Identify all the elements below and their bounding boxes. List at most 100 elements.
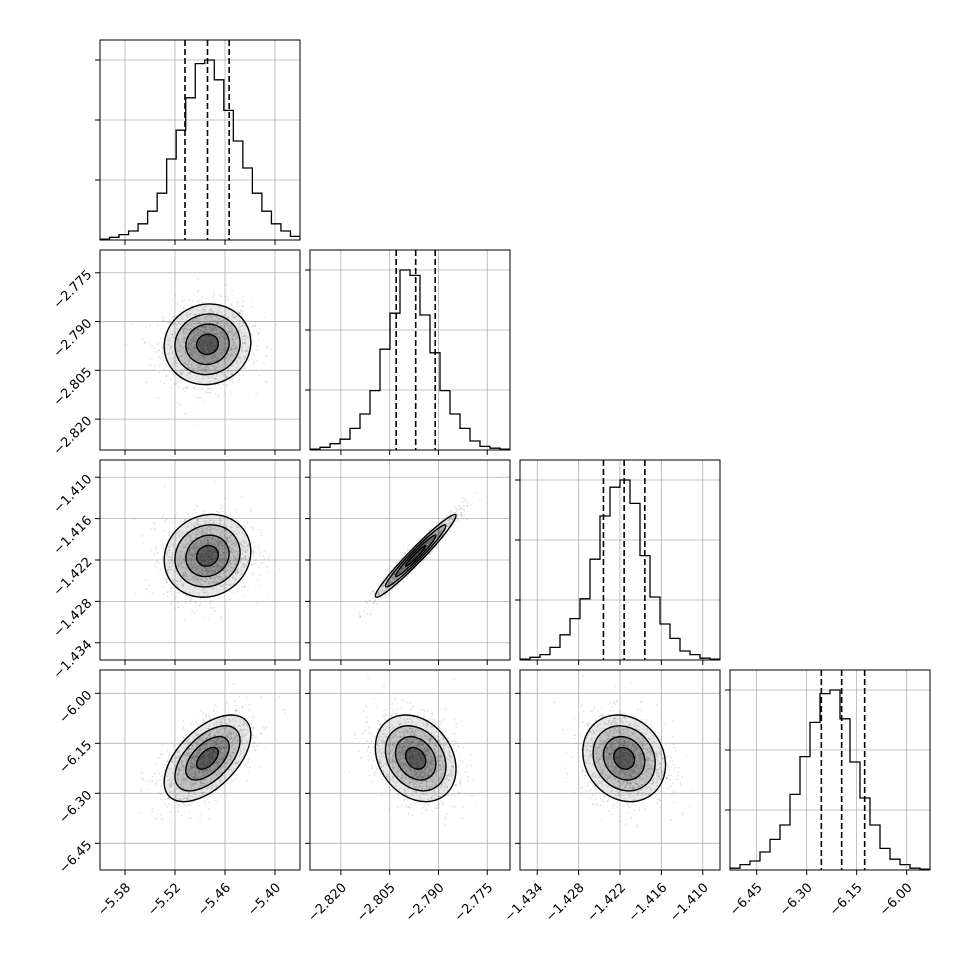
scatter-point [429,540,432,542]
scatter-point [427,541,430,544]
scatter-point [195,337,198,339]
scatter-point [221,341,223,344]
scatter-point [437,532,440,535]
scatter-point [411,558,414,561]
scatter-point [190,599,192,602]
scatter-point [230,566,233,569]
scatter-point [169,590,171,593]
scatter-point [265,566,268,568]
scatter-point [215,373,218,376]
scatter-point [436,534,439,537]
scatter-point [224,559,227,562]
scatter-point [213,522,216,525]
scatter-point [154,548,157,551]
scatter-point [226,536,229,539]
scatter-point [180,344,182,347]
scatter-point [206,315,208,318]
scatter-point [220,559,223,562]
scatter-point [189,328,192,331]
scatter-point [236,533,239,535]
scatter-point [196,321,199,324]
scatter-point [208,566,211,569]
scatter-point [238,372,241,375]
scatter-point [216,332,219,335]
scatter-point [195,531,198,534]
scatter-point [150,549,152,552]
scatter-point [198,530,201,533]
scatter-point [179,363,181,366]
scatter-point [404,566,407,569]
scatter-point [170,386,173,389]
scatter-point [193,387,196,389]
panel-content [100,460,300,660]
scatter-point [221,542,224,545]
scatter-point [199,581,202,584]
scatter-point [232,576,235,579]
scatter-point [242,335,245,338]
scatter-point [225,559,228,562]
scatter-point [381,588,384,591]
scatter-point [194,577,197,580]
scatter-point [206,541,209,543]
scatter-point [228,598,231,601]
scatter-point [228,572,231,575]
scatter-point [218,575,220,578]
scatter-point [206,572,209,574]
scatter-point [181,550,184,553]
scatter-point [426,541,429,544]
scatter-point [206,538,209,541]
scatter-point [209,570,212,573]
scatter-point [435,531,437,534]
scatter-point [198,565,200,567]
scatter-point [227,321,229,323]
contour-line [163,513,252,598]
scatter-point [172,364,175,367]
scatter-point [209,550,212,553]
scatter-point [231,290,234,292]
scatter-point [197,528,199,530]
scatter-point [175,361,178,364]
scatter-point [387,583,390,586]
scatter-point [189,342,192,345]
scatter-point [148,788,150,791]
scatter-point [193,351,196,354]
scatter-point [204,321,207,324]
scatter-point [198,342,201,344]
scatter-point [196,388,199,391]
scatter-point [220,543,223,546]
scatter-point [211,569,213,572]
scatter-point [441,518,444,521]
scatter-point [400,570,403,573]
scatter-point [171,560,173,563]
scatter-point [229,559,231,562]
scatter-point [198,313,201,315]
scatter-point [174,369,177,371]
scatter-point [233,332,235,335]
scatter-point [210,335,213,338]
scatter-point [172,315,175,318]
scatter-point [215,539,218,542]
scatter-point [208,346,211,349]
scatter-point [425,543,428,546]
scatter-point [224,576,227,579]
scatter-point [236,707,239,710]
scatter-point [210,558,213,561]
scatter-point [208,817,211,820]
scatter-point [437,533,440,535]
scatter-point [212,543,215,546]
scatter-point [210,388,213,390]
scatter-point [216,342,219,344]
scatter-point [239,311,242,314]
scatter-point [210,528,212,531]
scatter-point [220,325,223,328]
scatter-point [213,704,216,706]
scatter-point [227,331,229,333]
scatter-point [252,734,255,737]
scatter-point [206,573,209,575]
scatter-point [193,336,195,338]
scatter-point [189,557,192,560]
scatter-point [449,521,452,524]
scatter-point [402,568,405,570]
scatter-point [204,349,206,352]
contour-line [185,534,230,578]
